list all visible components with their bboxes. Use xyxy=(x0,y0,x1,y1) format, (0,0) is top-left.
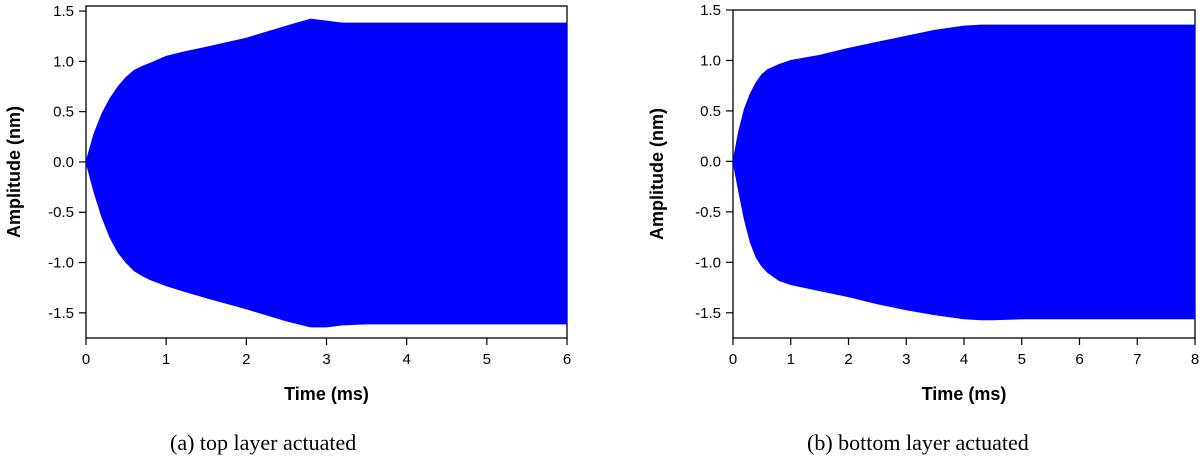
y-tick-label: -1.0 xyxy=(695,254,721,271)
x-tick-label: 1 xyxy=(787,351,795,368)
chart-b-svg: -1.5 -1.0 -0.5 0.0 0.5 1.0 1.5 0 1 2 3 4 5 6 7 8 Time (m… xyxy=(647,2,1199,404)
chart-b-caption: (b) bottom layer actuated xyxy=(807,430,1029,455)
y-tick-label: -1.5 xyxy=(695,305,721,322)
signal-envelope-area xyxy=(732,24,1196,321)
y-tick-label: -0.5 xyxy=(48,204,74,221)
x-tick-label: 6 xyxy=(1075,351,1083,368)
y-tick-label: 0.0 xyxy=(53,154,74,171)
chart-a-caption: (a) top layer actuated xyxy=(170,430,357,455)
y-axis-label: Amplitude (nm) xyxy=(4,106,24,238)
x-tick-label: 0 xyxy=(729,351,737,368)
x-tick-label: 4 xyxy=(960,351,968,368)
y-tick-label: -1.0 xyxy=(48,255,74,272)
y-tick-label: -0.5 xyxy=(695,204,721,221)
x-tick-label: 3 xyxy=(322,351,330,368)
x-tick-label: 5 xyxy=(483,351,491,368)
y-axis-label: Amplitude (nm) xyxy=(647,108,667,240)
chart-panel-b: -1.5 -1.0 -0.5 0.0 0.5 1.0 1.5 0 1 2 3 4 5 6 7 8 Time (m… xyxy=(640,0,1200,464)
y-tick-label: 0.0 xyxy=(700,153,721,170)
x-tick-label: 6 xyxy=(563,351,571,368)
signal-envelope-area xyxy=(85,18,568,328)
y-tick-label: 1.0 xyxy=(700,52,721,69)
x-tick-label: 0 xyxy=(82,351,90,368)
y-tick-label: 0.5 xyxy=(700,103,721,120)
chart-a-svg: -1.5 -1.0 -0.5 0.0 0.5 1.0 1.5 0 1 2 3 4 5 6 Time (ms)… xyxy=(4,3,571,404)
x-tick-label: 8 xyxy=(1191,351,1199,368)
x-tick-label: 7 xyxy=(1133,351,1141,368)
y-tick-label: 1.5 xyxy=(53,3,74,20)
x-tick-label: 1 xyxy=(162,351,170,368)
x-tick-label: 2 xyxy=(844,351,852,368)
y-tick-label: -1.5 xyxy=(48,305,74,322)
x-axis-label: Time (ms) xyxy=(922,384,1007,404)
x-tick-label: 3 xyxy=(902,351,910,368)
x-tick-label: 2 xyxy=(242,351,250,368)
x-axis-label: Time (ms) xyxy=(284,384,369,404)
x-tick-label: 5 xyxy=(1018,351,1026,368)
y-tick-label: 0.5 xyxy=(53,104,74,121)
x-tick-label: 4 xyxy=(402,351,410,368)
y-tick-label: 1.5 xyxy=(700,2,721,19)
y-tick-label: 1.0 xyxy=(53,53,74,70)
chart-panel-a: -1.5 -1.0 -0.5 0.0 0.5 1.0 1.5 0 1 2 3 4 5 6 Time (ms)… xyxy=(0,0,600,464)
